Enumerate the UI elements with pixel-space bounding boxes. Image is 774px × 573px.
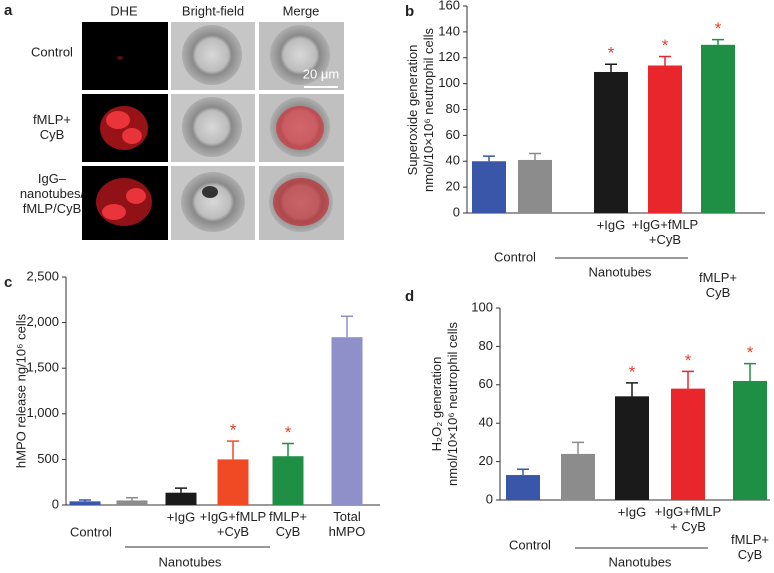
- significance-star: *: [715, 19, 722, 38]
- x-tick-label: +IgG+fMLP +CyB: [632, 217, 698, 247]
- group-label: Control: [70, 524, 112, 539]
- error-bar: [282, 442, 294, 457]
- error-bar: [712, 38, 724, 45]
- panel-label: a: [4, 2, 13, 19]
- group-label: Control: [509, 537, 551, 552]
- y-tick-label: 0: [486, 491, 493, 506]
- bar: [518, 159, 552, 213]
- y-tick-label: 160: [438, 0, 460, 12]
- bar: [648, 65, 682, 213]
- y-tick-label: 80: [446, 101, 460, 116]
- column-header: Merge: [283, 3, 320, 18]
- error-bar: [483, 155, 495, 162]
- x-tick-label: +IgG: [597, 217, 626, 232]
- scale-bar-label: 20 μm: [303, 66, 339, 81]
- error-bar: [744, 362, 756, 381]
- bar: [506, 475, 540, 500]
- bar: [116, 500, 148, 505]
- error-bar: [175, 487, 187, 493]
- significance-star: *: [747, 343, 754, 362]
- y-tick-label: 0: [52, 496, 59, 511]
- significance-star: *: [285, 423, 292, 442]
- bar: [272, 456, 304, 505]
- y-tick-label: 40: [446, 153, 460, 168]
- column-header: DHE: [110, 3, 138, 18]
- bar: [561, 453, 595, 500]
- error-bar: [659, 55, 671, 66]
- y-tick-label: 0: [453, 204, 460, 219]
- error-bar: [341, 315, 353, 338]
- y-tick-label: 1,000: [26, 405, 59, 420]
- y-tick-label: 20: [446, 179, 460, 194]
- bar: [217, 459, 249, 505]
- y-tick-label: 100: [438, 75, 460, 90]
- bar: [331, 337, 363, 505]
- error-bar: [572, 441, 584, 454]
- panel-label: b: [405, 3, 414, 20]
- y-tick-label: 40: [479, 415, 493, 430]
- row-label: Control: [31, 44, 73, 59]
- row-label: fMLP+ CyB: [33, 112, 71, 142]
- significance-star: *: [608, 44, 615, 63]
- error-bar: [605, 63, 617, 72]
- x-tick-label: +IgG: [618, 504, 647, 519]
- x-tick-label: +IgG+fMLP +CyB: [200, 509, 266, 539]
- y-tick-label: 60: [446, 127, 460, 142]
- significance-star: *: [629, 362, 636, 381]
- error-bar: [227, 440, 239, 460]
- x-tick-label: fMLP+ CyB: [731, 532, 769, 562]
- y-tick-label: 60: [479, 376, 493, 391]
- group-label: Nanotubes: [159, 554, 222, 568]
- x-tick-label: +IgG+fMLP + CyB: [655, 504, 721, 534]
- micrographs: [82, 22, 344, 240]
- bar: [165, 492, 197, 505]
- y-axis-label: hMPO release ng/10⁶ cells: [13, 313, 28, 468]
- bar: [472, 161, 506, 213]
- column-header: Bright-field: [182, 3, 244, 18]
- significance-star: *: [230, 421, 237, 440]
- y-tick-label: 20: [479, 453, 493, 468]
- y-tick-label: 80: [479, 338, 493, 353]
- y-axis-label: Superoxide generationnmol/10×10⁶ neutrop…: [405, 28, 436, 192]
- y-tick-label: 500: [37, 451, 59, 466]
- x-tick-label: fMLP+ CyB: [699, 270, 737, 300]
- row-label: IgG– nanotubes/fMLP/CyB: [20, 171, 85, 216]
- error-bar: [626, 382, 638, 397]
- significance-star: *: [662, 36, 669, 55]
- significance-star: *: [685, 351, 692, 370]
- error-bar: [529, 152, 541, 160]
- x-tick-label: fMLP+ CyB: [269, 509, 307, 539]
- bar: [733, 380, 767, 500]
- bar: [615, 396, 649, 500]
- bar: [701, 44, 735, 213]
- x-tick-label: +IgG: [167, 509, 196, 524]
- y-tick-label: 120: [438, 49, 460, 64]
- y-tick-label: 1,500: [26, 360, 59, 375]
- y-tick-label: 2,500: [26, 268, 59, 283]
- bar: [69, 501, 101, 505]
- error-bar: [517, 468, 529, 476]
- y-tick-label: 140: [438, 23, 460, 38]
- group-label: Nanotubes: [589, 264, 652, 279]
- y-tick-label: 2,000: [26, 314, 59, 329]
- bar: [594, 71, 628, 213]
- error-bar: [126, 496, 138, 501]
- charts: b Superoxide generationnmol/10×10⁶ neutro…: [4, 0, 770, 569]
- y-tick-label: 100: [471, 299, 493, 314]
- panel-a: a DHE Bright-field Merge Control fMLP+ Cy…: [4, 2, 344, 240]
- bar: [671, 388, 705, 500]
- group-label: Control: [494, 249, 536, 264]
- error-bar: [79, 499, 91, 502]
- y-axis-label: H₂O₂ generationnmol/10×10⁶ neutrophil ce…: [429, 322, 460, 486]
- x-tick-label: Total hMPO: [329, 509, 366, 539]
- error-bar: [682, 370, 694, 389]
- panel-label: d: [405, 288, 414, 305]
- group-label: Nanotubes: [609, 554, 672, 568]
- panel-label: c: [4, 274, 12, 291]
